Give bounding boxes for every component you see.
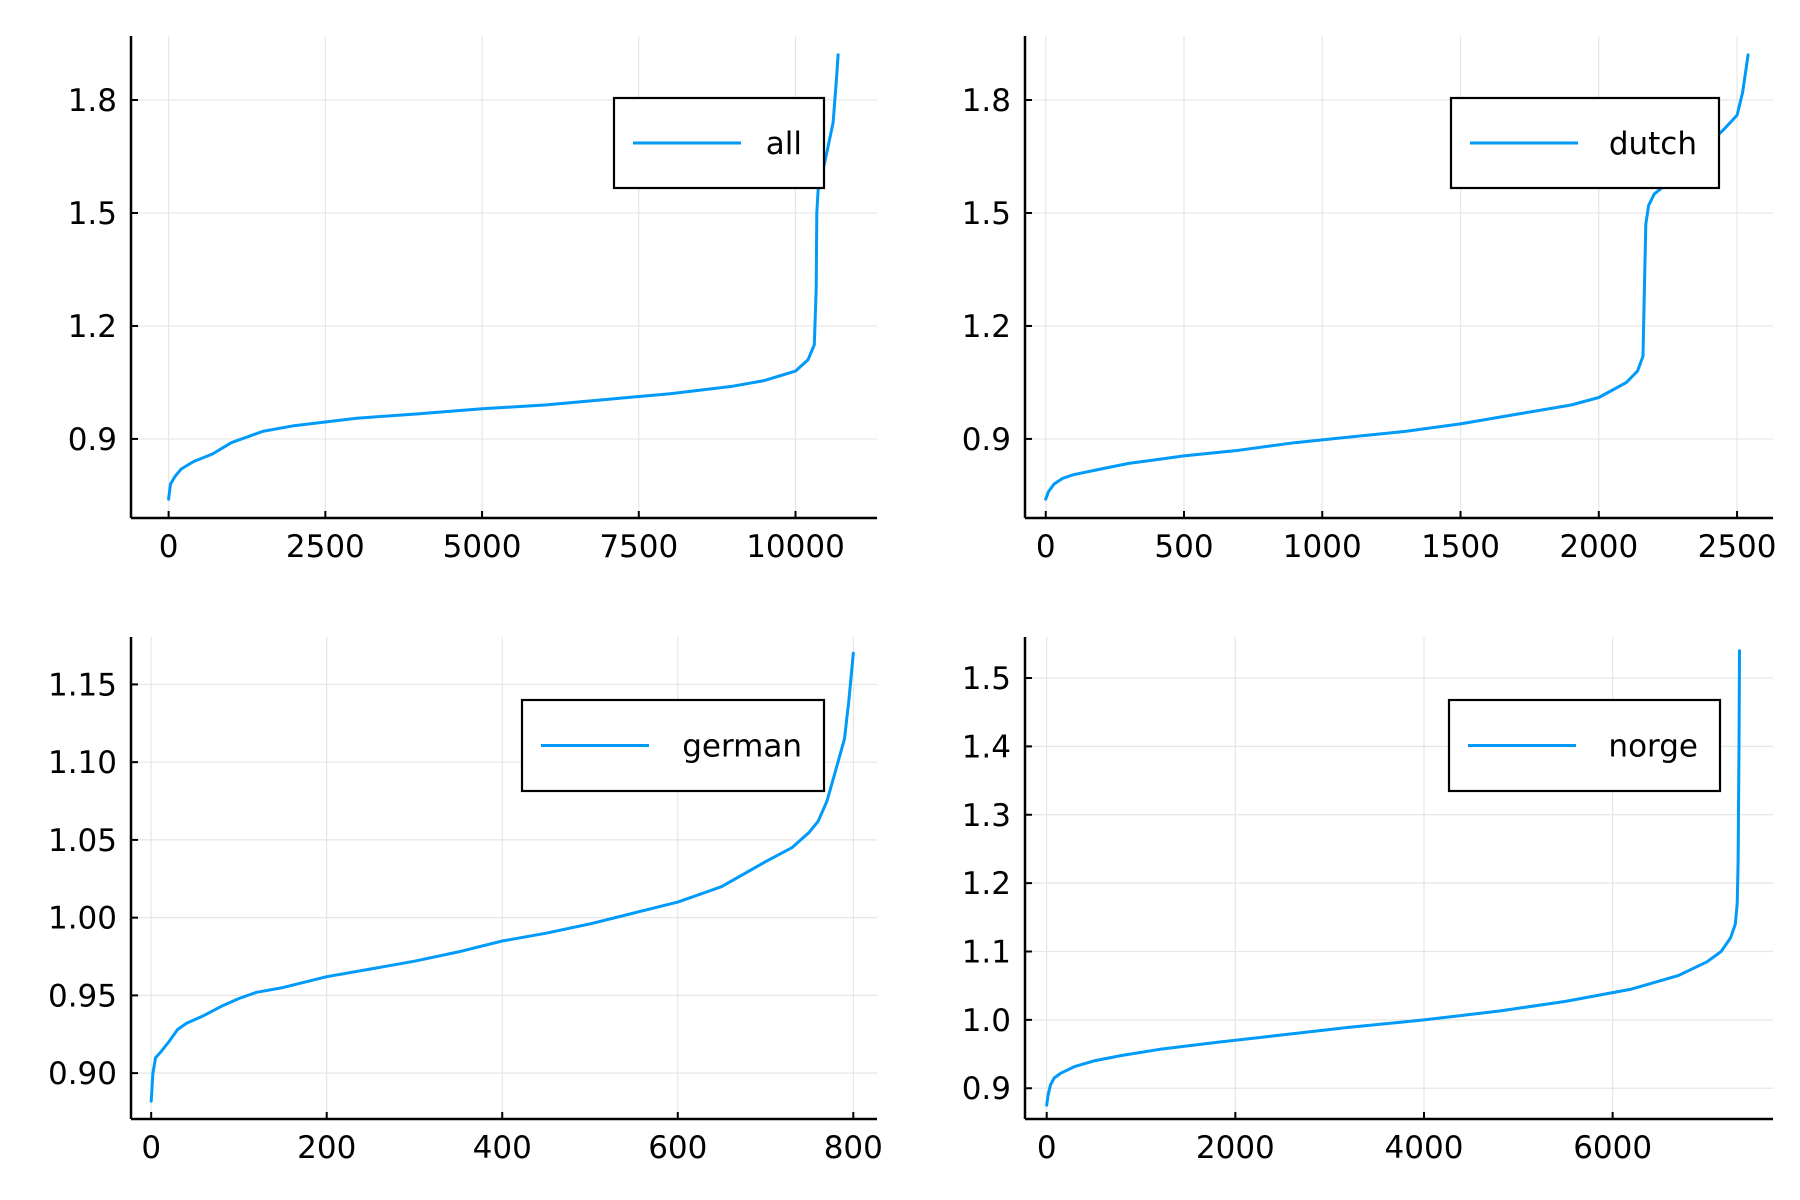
y-tick-label: 1.2: [68, 309, 117, 345]
x-tick-label: 0: [159, 529, 179, 565]
x-tick-label: 2000: [1559, 529, 1638, 565]
legend-label: dutch: [1609, 126, 1697, 162]
x-tick-label: 0: [1036, 529, 1056, 565]
legend-label: all: [766, 126, 802, 162]
x-tick-label: 1500: [1421, 529, 1500, 565]
y-tick-label: 1.2: [962, 309, 1011, 345]
x-tick-label: 5000: [443, 529, 522, 565]
x-tick-label: 2000: [1196, 1130, 1275, 1166]
legend: all: [612, 96, 826, 190]
y-tick-label: 1.8: [962, 83, 1011, 119]
x-tick-label: 800: [824, 1130, 883, 1166]
legend: dutch: [1449, 96, 1721, 190]
y-tick-label: 1.05: [48, 823, 117, 859]
legend: norge: [1447, 698, 1722, 793]
panel-norge: 0 2000 4000 6000 0.9 1.0 1.1 1.2 1.3 1.4 1.5 norge: [962, 637, 1773, 1166]
x-tick-label: 500: [1154, 529, 1213, 565]
x-tick-label: 7500: [599, 529, 678, 565]
y-tick-label: 1.2: [962, 866, 1011, 902]
y-tick-label: 0.9: [962, 1071, 1011, 1107]
y-tick-label: 1.15: [48, 667, 117, 703]
x-tick-label: 2500: [1698, 529, 1777, 565]
legend: german: [520, 698, 826, 793]
x-tick-label: 0: [1037, 1130, 1057, 1166]
legend-label: norge: [1608, 729, 1698, 765]
panel-german: 0 200 400 600 800 0.90 0.95 1.00 1.05 1.10 1.15 ger…: [48, 637, 883, 1166]
y-tick-label: 1.5: [962, 661, 1011, 697]
grid: [131, 637, 877, 1119]
y-tick-label: 0.90: [48, 1056, 117, 1092]
x-tick-label: 10000: [746, 529, 845, 565]
legend-label: german: [682, 729, 802, 765]
y-tick-label: 1.5: [68, 196, 117, 232]
y-tick-label: 1.10: [48, 745, 117, 781]
legend-box: [520, 698, 826, 793]
y-tick-label: 0.9: [962, 422, 1011, 458]
x-tick-label: 4000: [1385, 1130, 1464, 1166]
y-tick-label: 1.00: [48, 901, 117, 937]
y-tick-label: 1.3: [962, 798, 1011, 834]
x-tick-label: 6000: [1573, 1130, 1652, 1166]
x-tick-label: 600: [648, 1130, 707, 1166]
y-tick-label: 1.5: [962, 196, 1011, 232]
x-tick-label: 2500: [286, 529, 365, 565]
x-tick-label: 400: [473, 1130, 532, 1166]
x-tick-label: 200: [297, 1130, 356, 1166]
series-line-german: [149, 651, 855, 1103]
y-tick-label: 0.95: [48, 978, 117, 1014]
y-tick-label: 1.1: [962, 934, 1011, 970]
panel-all: 0 2500 5000 7500 10000 0.9 1.2 1.5 1.8 all: [68, 36, 877, 565]
y-tick-label: 1.4: [962, 729, 1011, 765]
y-tick-label: 0.9: [68, 422, 117, 458]
series-line-norge: [1045, 649, 1741, 1107]
panel-dutch: 0 500 1000 1500 2000 2500 0.9 1.2 1.5 1.8 dutch: [962, 36, 1777, 565]
y-tick-label: 1.8: [68, 83, 117, 119]
y-tick-label: 1.0: [962, 1003, 1011, 1039]
x-tick-label: 1000: [1283, 529, 1362, 565]
x-tick-label: 0: [141, 1130, 161, 1166]
